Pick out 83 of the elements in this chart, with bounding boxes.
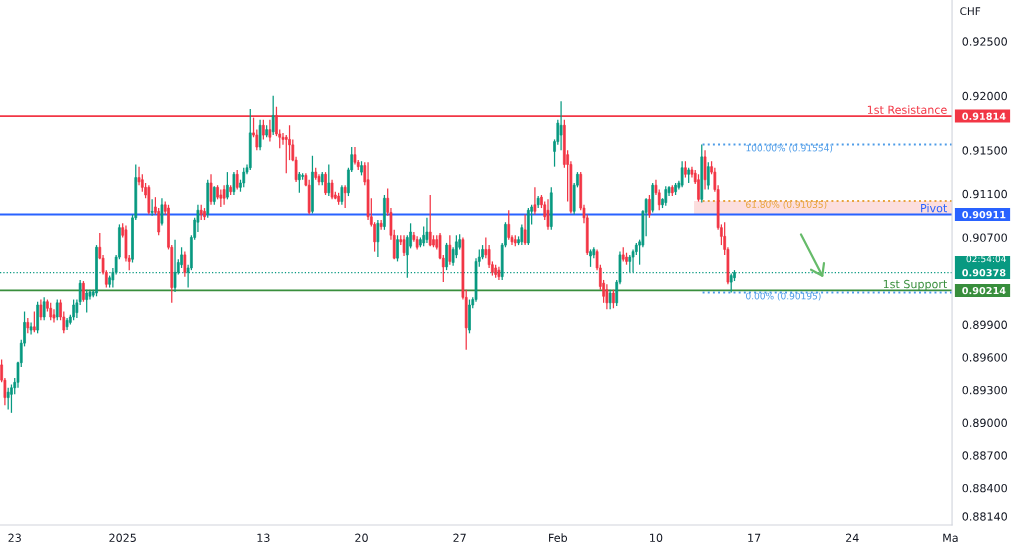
candlestick	[523, 213, 527, 246]
x-tick-label: 23	[8, 533, 21, 542]
candlestick	[311, 155, 314, 215]
candlestick	[226, 171, 229, 200]
candlestick	[612, 289, 615, 309]
candlestick	[684, 160, 687, 179]
text: 02:54:04	[966, 255, 1006, 263]
y-tick-label: 0.90378	[962, 269, 1006, 277]
ref-line-label: 1st Resistance	[867, 105, 947, 114]
y-tick-label: 0.88140	[962, 512, 1007, 521]
candlestick	[281, 132, 285, 146]
candlestick	[674, 182, 677, 196]
candlestick	[706, 161, 710, 191]
candlestick	[468, 298, 471, 334]
x-tick-label: 27	[453, 533, 466, 542]
candlestick	[520, 223, 524, 246]
candlestick	[608, 289, 612, 310]
candlestick	[271, 95, 275, 136]
candlestick	[29, 321, 33, 336]
candlestick	[212, 185, 216, 206]
ref-line-label: 100.00% (0.91554)	[746, 144, 833, 153]
y-tick-label: 0.91500	[962, 146, 1007, 155]
y-tick-label: 0.88400	[962, 483, 1007, 493]
candlestick	[376, 219, 380, 258]
x-tick-label: 17	[748, 533, 761, 542]
candlestick	[327, 163, 331, 197]
y-tick-label: 0.89900	[962, 320, 1007, 329]
candlestick	[203, 207, 206, 221]
candlestick	[680, 160, 684, 188]
candlestick	[6, 387, 10, 411]
candlestick	[697, 173, 700, 203]
candlestick	[448, 234, 452, 266]
y-tick-label: 0.89300	[962, 385, 1007, 395]
ref-line-label: Pivot	[921, 203, 948, 213]
candlestick	[396, 234, 399, 263]
y-axis-title: CHF	[960, 7, 981, 16]
candlestick	[589, 248, 592, 268]
x-tick-label: 13	[257, 533, 270, 542]
candlestick	[605, 283, 609, 310]
candlestick	[507, 209, 511, 241]
y-tick-label: 0.91100	[962, 189, 1007, 199]
candlestick	[432, 234, 435, 248]
candlestick	[445, 242, 448, 271]
candlestick	[360, 160, 363, 176]
candlestick	[729, 272, 733, 294]
ref-line-label: 1st Support	[883, 279, 948, 291]
y-tick-label: 0.89600	[962, 353, 1007, 362]
candlestick	[262, 119, 265, 141]
y-tick-label: 0.90700	[962, 233, 1007, 242]
y-tick-label: 0.90911	[962, 210, 1006, 219]
x-tick-label: 2025	[109, 533, 136, 542]
candlestick	[183, 250, 187, 278]
x-tick-label: 20	[355, 533, 368, 542]
y-tick-label: 0.90214	[962, 286, 1006, 295]
candlestick	[72, 298, 75, 321]
candlestick	[428, 194, 432, 247]
candlestick	[379, 219, 383, 231]
x-tick-label: 24	[846, 533, 859, 542]
y-tick-label: 0.92000	[962, 91, 1007, 101]
candlestick	[546, 198, 550, 231]
candlestick	[42, 296, 46, 321]
y-tick-label: 0.89000	[962, 418, 1007, 428]
candlestick	[258, 119, 262, 151]
candlestick	[425, 217, 429, 244]
ref-line-label: 0.00% (0.90195)	[746, 292, 821, 301]
candlestick	[648, 194, 651, 219]
candlestick	[383, 194, 386, 231]
candlestick	[32, 310, 36, 333]
candlestick	[297, 171, 301, 194]
y-tick-label: 0.91814	[962, 112, 1006, 120]
candlestick	[82, 280, 85, 303]
x-tick-label: 10	[650, 533, 663, 542]
x-tick-label: Feb	[549, 533, 568, 542]
y-tick-label: 0.92500	[962, 37, 1007, 46]
ref-line-label: 61.80% (0.91035)	[746, 200, 827, 210]
candlestick	[150, 198, 154, 217]
candlestick	[559, 100, 563, 151]
candlestick	[242, 167, 246, 188]
y-tick-label: 0.88700	[962, 451, 1007, 460]
x-tick-label: Ma	[943, 533, 958, 542]
candlestick	[324, 171, 327, 196]
candlestick	[235, 169, 239, 191]
candlestick	[55, 298, 59, 321]
